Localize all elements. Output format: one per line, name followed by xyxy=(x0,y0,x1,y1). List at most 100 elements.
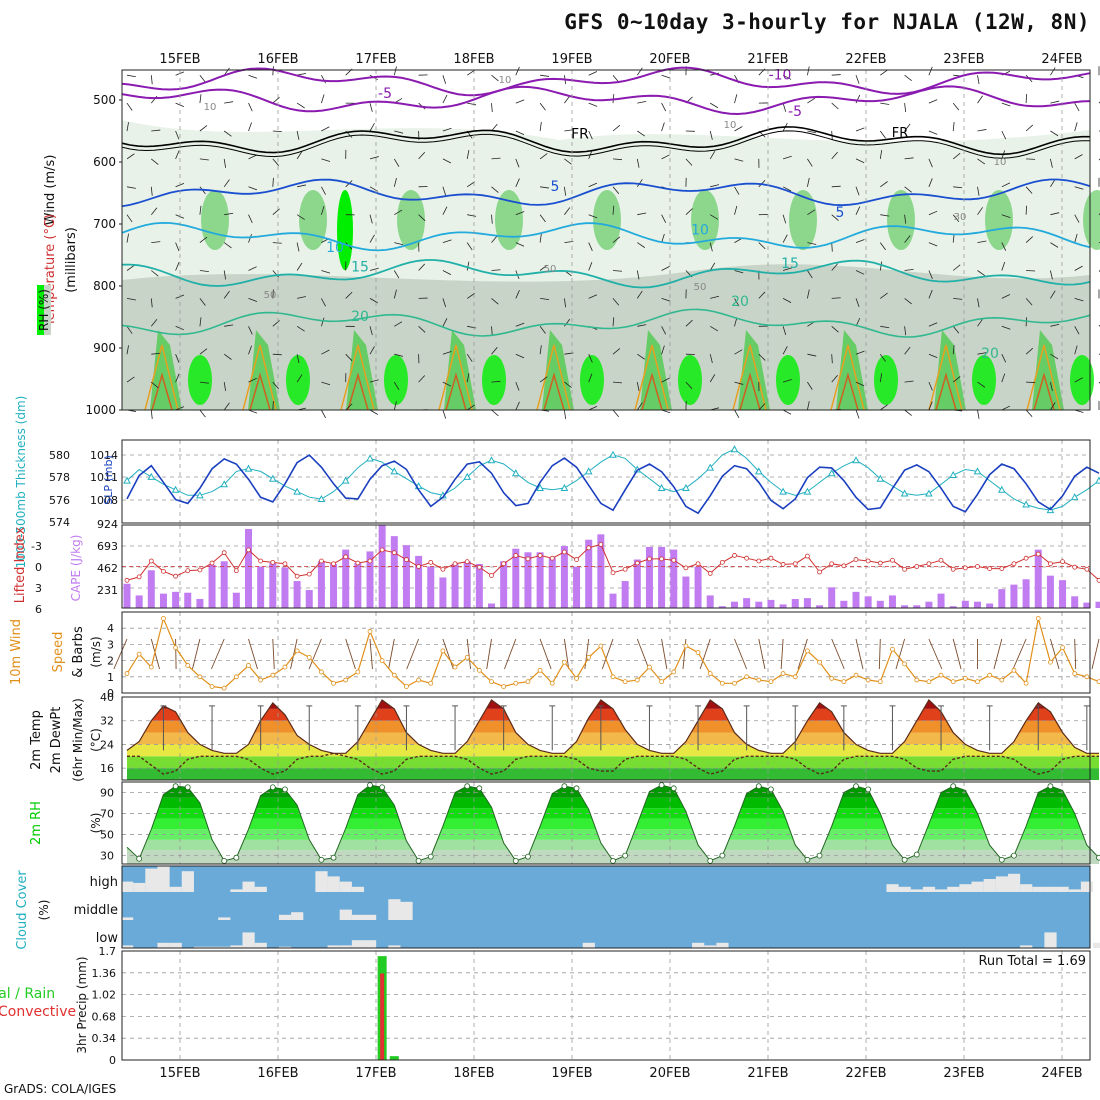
precip-total-bar xyxy=(389,1056,399,1060)
cape-bar xyxy=(305,590,313,608)
wind-barb xyxy=(685,158,693,166)
wind10m-point xyxy=(841,679,847,685)
pressure-tick-label: 600 xyxy=(93,155,116,169)
rh2m-point xyxy=(464,783,471,790)
thickness-tick-label: 576 xyxy=(49,494,70,507)
wind-barb xyxy=(539,376,548,383)
cloud-bar-low xyxy=(254,942,267,948)
cloud-bar-high xyxy=(145,868,158,892)
rh2m-point xyxy=(269,784,276,791)
li-point xyxy=(950,566,956,572)
li-point xyxy=(136,574,142,580)
wind-barb xyxy=(588,294,598,299)
wind-legend-label: Wind (m/s) xyxy=(43,155,58,226)
wind-barb xyxy=(539,326,546,334)
cape-bar xyxy=(573,566,581,608)
li-point xyxy=(124,577,130,583)
wind-barb xyxy=(904,235,911,243)
wind-barb xyxy=(952,376,961,383)
wind-barb xyxy=(467,325,477,329)
isotherm-label: 10 xyxy=(326,240,344,256)
wind-barb xyxy=(709,214,719,220)
slp-tick-label: 1008 xyxy=(90,494,118,507)
wind-barb xyxy=(661,102,667,112)
rh-shading-green-cloud xyxy=(397,190,425,250)
wind-barb xyxy=(661,122,665,132)
wind-barb xyxy=(248,377,257,383)
wind-barb xyxy=(442,75,447,84)
wind-barb xyxy=(880,102,890,105)
wind10m-point xyxy=(148,664,154,670)
rh2m-point xyxy=(282,786,288,793)
wind-barb xyxy=(491,186,499,193)
wind-barb xyxy=(977,381,986,388)
cape-bar xyxy=(694,566,702,608)
temp-tick-label: 32 xyxy=(100,715,114,728)
wind-barb xyxy=(1001,261,1006,271)
li-point xyxy=(428,559,434,565)
isotherm-30 xyxy=(151,372,173,411)
wind10m-point xyxy=(173,645,179,651)
temp-tick-label: 16 xyxy=(100,762,114,775)
cape-bar xyxy=(1010,584,1018,608)
wind-barb xyxy=(928,401,933,411)
cape-bar xyxy=(451,563,459,608)
wind-barb xyxy=(588,261,593,271)
wind-barb xyxy=(879,353,886,362)
cloud-bar-high xyxy=(121,881,134,892)
rh2m-point xyxy=(330,854,337,861)
slp-tick-label: 1014 xyxy=(90,449,118,462)
wind-axis-label: & Barbs xyxy=(71,626,86,678)
li-point xyxy=(574,557,579,562)
wind-barb xyxy=(466,149,470,159)
rh-shading-saturated xyxy=(874,355,898,405)
cloud-bar-middle xyxy=(364,914,377,920)
wind-barb xyxy=(612,186,620,194)
thickness-point xyxy=(244,464,253,472)
cape-bar xyxy=(816,605,824,608)
cape-bar xyxy=(1046,575,1054,608)
cape-bar xyxy=(731,601,738,608)
wind-barb xyxy=(466,181,475,188)
wind-barb xyxy=(685,381,693,389)
li-point xyxy=(452,561,458,567)
wind-barb xyxy=(199,317,202,327)
wind-barb xyxy=(491,74,499,82)
precip-tick-label: 1.36 xyxy=(92,967,117,980)
wind-barb xyxy=(928,353,938,358)
wind-barb xyxy=(1074,345,1078,355)
wind-barb xyxy=(442,409,447,419)
wind-barb xyxy=(418,326,426,333)
wind10m-point xyxy=(647,664,652,670)
cape-bar xyxy=(621,581,629,608)
wind-barb-10m xyxy=(272,638,275,670)
wind-barb xyxy=(928,130,938,135)
isotherm-25 xyxy=(438,344,473,411)
cloud-bar-high xyxy=(327,876,340,892)
wind-barb xyxy=(1001,373,1006,383)
wind-barb xyxy=(515,211,525,216)
wind-barb xyxy=(612,270,623,272)
wind-barb xyxy=(612,409,620,418)
cape-bar xyxy=(803,598,811,608)
wind-barb-10m xyxy=(1012,638,1027,670)
li-point xyxy=(391,550,397,556)
wind-barb xyxy=(952,264,961,271)
wind-barb xyxy=(199,158,209,161)
wind-barb-10m xyxy=(486,638,492,670)
wind10m-point xyxy=(890,646,895,652)
wind-barb xyxy=(637,353,645,360)
rh-panel-frame xyxy=(121,781,1091,865)
pressure-tick-label: 900 xyxy=(93,341,116,355)
li-point xyxy=(440,566,446,572)
wind-barb xyxy=(588,405,598,411)
cloud-bar-high xyxy=(1044,886,1057,892)
wind-barb xyxy=(661,377,670,383)
cloud-bar-high xyxy=(181,871,194,892)
isotherm-label: FR xyxy=(892,126,909,141)
wind-barb xyxy=(297,72,306,76)
wind-barb xyxy=(1050,178,1056,188)
wind-barb xyxy=(564,95,571,104)
li-point xyxy=(853,557,859,562)
precip-legend-convective: Convective xyxy=(0,1004,76,1020)
